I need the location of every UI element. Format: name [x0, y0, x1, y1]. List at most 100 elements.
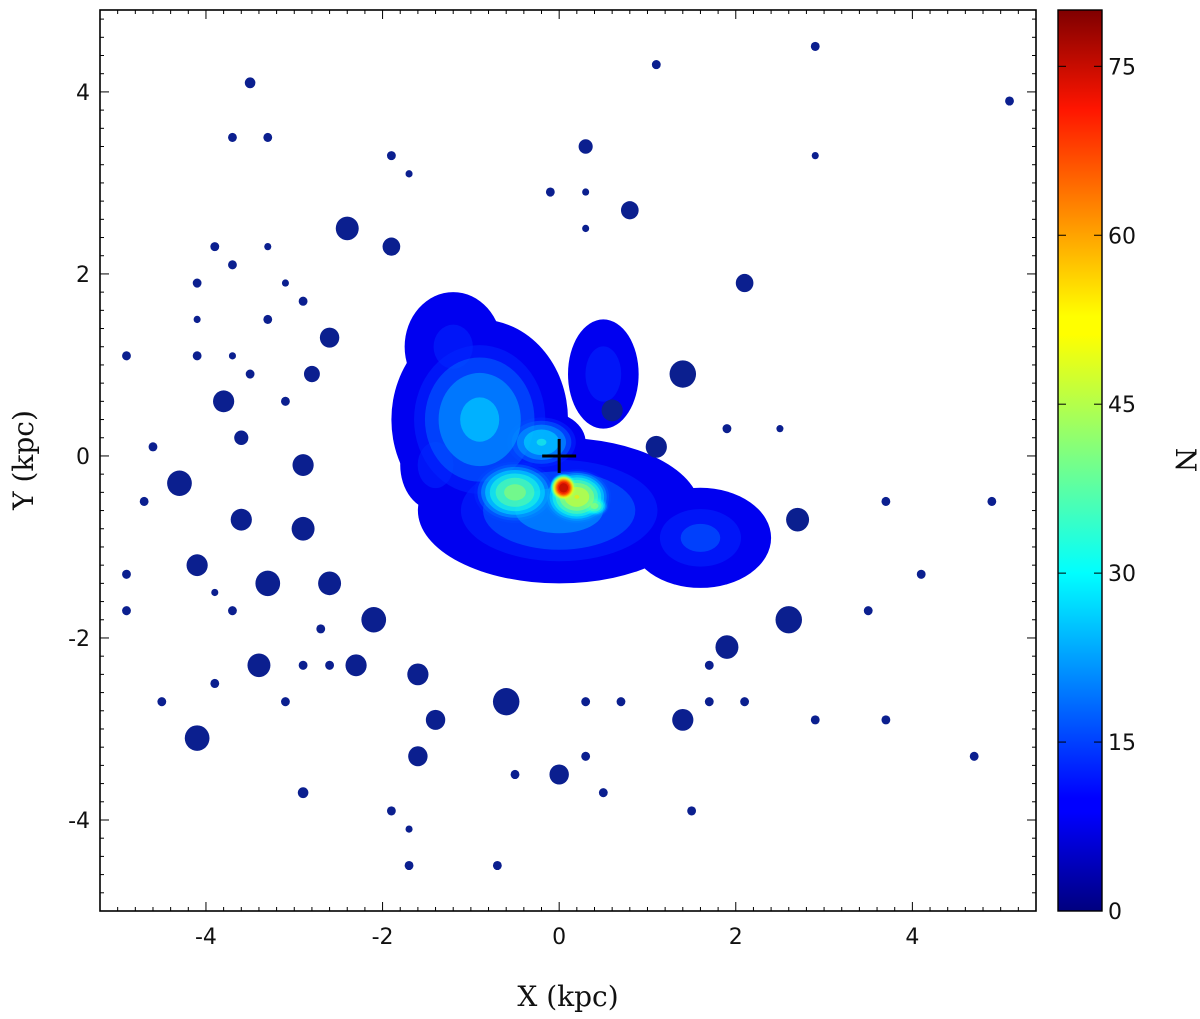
isolated-density-blob — [672, 708, 694, 731]
isolated-density-blob — [740, 697, 750, 707]
isolated-density-blob — [645, 435, 667, 458]
isolated-density-blob — [687, 806, 697, 816]
isolated-density-blob — [298, 660, 308, 670]
isolated-density-blob — [122, 606, 131, 616]
x-axis-tick-labels: -4 -2 0 2 4 — [195, 925, 919, 950]
isolated-density-blob — [786, 507, 810, 532]
isolated-density-blob — [987, 496, 997, 507]
y-axis-label: Y (kpc) — [7, 410, 40, 511]
isolated-density-blob — [969, 751, 979, 761]
isolated-density-blob — [122, 351, 131, 361]
isolated-density-blob — [139, 496, 149, 507]
isolated-density-blob — [228, 606, 237, 616]
x-tick-label: 4 — [905, 925, 919, 950]
density-level-region — [585, 346, 622, 402]
x-tick-label: -4 — [195, 925, 217, 950]
isolated-density-blob — [601, 399, 623, 422]
isolated-density-blob — [291, 516, 315, 541]
density-heatmap — [122, 41, 1014, 871]
colorbar-frame — [1057, 9, 1103, 912]
density-level-region — [680, 523, 721, 552]
isolated-density-blob — [361, 607, 387, 633]
density-level-region — [559, 483, 569, 493]
isolated-density-blob — [669, 360, 697, 388]
isolated-density-blob — [335, 216, 359, 241]
isolated-density-blob — [255, 570, 281, 597]
isolated-density-blob — [186, 554, 208, 577]
isolated-density-blob — [578, 139, 593, 154]
density-level-region — [504, 484, 526, 501]
colorbar-gradient — [1058, 10, 1102, 911]
isolated-density-blob — [303, 365, 320, 383]
plot-frame — [99, 9, 1037, 912]
y-tick-label: -2 — [68, 627, 90, 652]
isolated-density-blob — [582, 224, 590, 233]
density-level-region — [590, 502, 599, 510]
isolated-density-blob — [881, 715, 891, 725]
isolated-density-blob — [122, 569, 131, 579]
isolated-density-blob — [210, 678, 220, 689]
isolated-density-blob — [192, 278, 202, 288]
isolated-density-blob — [407, 663, 429, 686]
isolated-density-blob — [281, 396, 290, 406]
isolated-density-blob — [704, 660, 714, 670]
isolated-density-blob — [245, 369, 255, 379]
y-tick-label: 2 — [76, 263, 90, 288]
isolated-density-blob — [704, 697, 714, 707]
isolated-density-blob — [325, 660, 334, 670]
isolated-density-blob — [582, 188, 590, 196]
isolated-density-blob — [230, 508, 252, 531]
axis-ticks — [100, 10, 1037, 911]
colorbar-tick-label: 45 — [1108, 393, 1136, 418]
y-tick-label: -4 — [68, 809, 90, 834]
isolated-density-blob — [722, 424, 732, 434]
isolated-density-blob — [244, 77, 256, 89]
x-tick-label: 0 — [552, 925, 566, 950]
isolated-density-blob — [228, 352, 236, 360]
x-axis-label: X (kpc) — [517, 980, 618, 1013]
isolated-density-blob — [598, 788, 608, 798]
isolated-density-blob — [318, 571, 342, 596]
isolated-density-blob — [776, 425, 784, 433]
isolated-density-blob — [492, 688, 520, 716]
isolated-density-blob — [811, 151, 819, 160]
x-tick-label: 2 — [729, 925, 743, 950]
isolated-density-blob — [298, 296, 308, 306]
isolated-density-blob — [581, 697, 591, 707]
isolated-density-blob — [404, 860, 414, 871]
isolated-density-blob — [863, 606, 873, 616]
isolated-density-blob — [297, 787, 309, 799]
colorbar-tick-label: 75 — [1108, 55, 1136, 80]
isolated-density-blob — [247, 653, 271, 678]
isolated-density-blob — [405, 170, 413, 178]
isolated-density-blob — [193, 315, 201, 324]
x-tick-label: -2 — [372, 925, 394, 950]
colorbar-tick-label: 30 — [1108, 562, 1136, 587]
isolated-density-blob — [581, 751, 591, 761]
colorbar-tick-label: 0 — [1108, 900, 1122, 925]
isolated-density-blob — [211, 588, 219, 597]
isolated-density-blob — [651, 60, 661, 70]
isolated-density-blob — [620, 201, 639, 220]
isolated-density-blob — [616, 697, 626, 707]
isolated-density-blob — [184, 725, 210, 751]
isolated-density-blob — [916, 569, 926, 579]
isolated-density-blob — [810, 715, 820, 725]
isolated-density-blob — [345, 654, 367, 677]
isolated-density-blob — [192, 351, 202, 361]
isolated-density-blob — [405, 825, 413, 833]
isolated-density-blob — [549, 764, 569, 785]
center-marker — [542, 438, 577, 473]
isolated-density-blob — [510, 769, 520, 780]
colorbar-label: N — [1169, 448, 1200, 473]
isolated-density-blob — [775, 606, 802, 634]
isolated-density-blob — [292, 454, 314, 476]
isolated-density-blob — [319, 327, 340, 348]
density-level-region — [574, 494, 580, 499]
isolated-density-blob — [228, 260, 237, 270]
isolated-density-blob — [263, 314, 273, 324]
isolated-density-blob — [148, 442, 158, 452]
colorbar-tick-label: 60 — [1108, 224, 1136, 249]
isolated-density-blob — [157, 697, 167, 707]
y-axis-tick-labels: -4 -2 0 2 4 — [68, 81, 90, 834]
